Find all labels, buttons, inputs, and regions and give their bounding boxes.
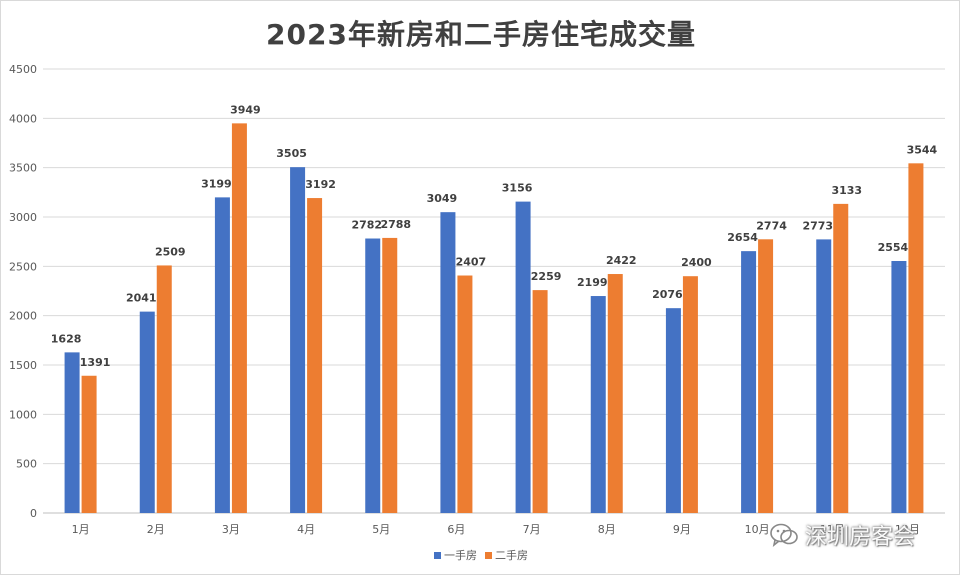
bar-series-2 bbox=[382, 237, 398, 513]
bar-series-1 bbox=[816, 239, 832, 513]
x-tick-label: 4月 bbox=[297, 523, 315, 536]
data-label: 3156 bbox=[502, 182, 533, 195]
data-label: 1391 bbox=[80, 356, 111, 369]
bar-series-1 bbox=[64, 352, 80, 513]
bar-series-1 bbox=[290, 167, 306, 513]
data-label: 2774 bbox=[756, 219, 787, 232]
bar-series-1 bbox=[440, 212, 456, 513]
legend-label-series-1: 一手房 bbox=[444, 549, 477, 562]
y-tick-label: 4000 bbox=[9, 112, 37, 125]
data-label: 3505 bbox=[276, 147, 307, 160]
watermark-text: 深圳房客会 bbox=[805, 525, 916, 550]
y-tick-label: 4500 bbox=[9, 63, 37, 76]
data-label: 2782 bbox=[351, 219, 382, 232]
legend: 一手房 二手房 bbox=[1, 547, 960, 563]
chart-title: 2023年新房和二手房住宅成交量 bbox=[266, 18, 696, 51]
data-label: 2654 bbox=[727, 231, 758, 244]
legend-item-series-1: 一手房 bbox=[434, 547, 477, 563]
y-tick-label: 2000 bbox=[9, 310, 37, 323]
bar-series-2 bbox=[833, 203, 849, 514]
bar-series-2 bbox=[758, 239, 774, 514]
x-tick-label: 7月 bbox=[523, 523, 541, 536]
data-label: 3192 bbox=[305, 178, 336, 191]
data-label: 2199 bbox=[577, 276, 608, 289]
y-tick-label: 1500 bbox=[9, 359, 37, 372]
bar-series-2 bbox=[457, 275, 473, 513]
y-tick-label: 2500 bbox=[9, 260, 37, 273]
x-tick-label: 2月 bbox=[147, 523, 165, 536]
bar-series-1 bbox=[214, 197, 230, 513]
bar-series-2 bbox=[81, 375, 97, 513]
data-label: 2554 bbox=[878, 241, 909, 254]
data-label: 2773 bbox=[802, 219, 833, 232]
legend-label-series-2: 二手房 bbox=[495, 549, 528, 562]
data-label: 2259 bbox=[531, 270, 562, 283]
x-tick-label: 10月 bbox=[745, 523, 770, 536]
data-label: 2422 bbox=[606, 254, 637, 267]
x-tick-label: 11月 bbox=[820, 523, 845, 536]
legend-item-series-2: 二手房 bbox=[485, 547, 528, 563]
bar-series-2 bbox=[607, 274, 623, 513]
x-tick-label: 12月 bbox=[895, 523, 920, 536]
data-label: 3544 bbox=[907, 143, 938, 156]
legend-swatch-series-1 bbox=[434, 551, 441, 559]
bar-series-2 bbox=[307, 198, 323, 513]
data-label: 3133 bbox=[831, 184, 862, 197]
bar-series-2 bbox=[908, 163, 924, 514]
y-tick-label: 3500 bbox=[9, 162, 37, 175]
x-tick-label: 3月 bbox=[222, 523, 240, 536]
bar-series-1 bbox=[891, 261, 907, 513]
bar-series-1 bbox=[665, 308, 681, 513]
data-label: 2788 bbox=[380, 218, 411, 231]
legend-swatch-series-2 bbox=[485, 551, 492, 559]
data-label: 2076 bbox=[652, 288, 683, 301]
data-label: 3949 bbox=[230, 103, 261, 116]
bar-series-2 bbox=[682, 276, 698, 513]
bar-series-2 bbox=[532, 290, 548, 513]
x-tick-label: 5月 bbox=[372, 523, 390, 536]
y-tick-label: 500 bbox=[16, 458, 37, 471]
watermark: 深圳房客会 bbox=[769, 519, 915, 551]
data-label: 1628 bbox=[51, 332, 82, 345]
data-label: 2400 bbox=[681, 256, 712, 269]
y-tick-label: 3000 bbox=[9, 211, 37, 224]
x-tick-label: 9月 bbox=[673, 523, 691, 536]
bar-series-2 bbox=[231, 123, 247, 514]
bar-series-1 bbox=[590, 296, 606, 513]
bar-series-1 bbox=[741, 251, 757, 513]
y-tick-label: 1000 bbox=[9, 408, 37, 421]
bar-series-2 bbox=[156, 265, 172, 513]
data-label: 3049 bbox=[427, 192, 458, 205]
data-label: 3199 bbox=[201, 177, 232, 190]
wechat-icon bbox=[770, 523, 798, 547]
bar-series-1 bbox=[515, 201, 531, 513]
bar-series-1 bbox=[139, 311, 155, 513]
x-tick-label: 8月 bbox=[598, 523, 616, 536]
bar-series-1 bbox=[365, 238, 381, 513]
y-tick-label: 0 bbox=[30, 507, 37, 520]
x-tick-label: 6月 bbox=[447, 523, 465, 536]
data-label: 2041 bbox=[126, 292, 157, 305]
data-label: 2509 bbox=[155, 245, 186, 258]
x-tick-label: 1月 bbox=[72, 523, 90, 536]
data-label: 2407 bbox=[456, 256, 487, 269]
